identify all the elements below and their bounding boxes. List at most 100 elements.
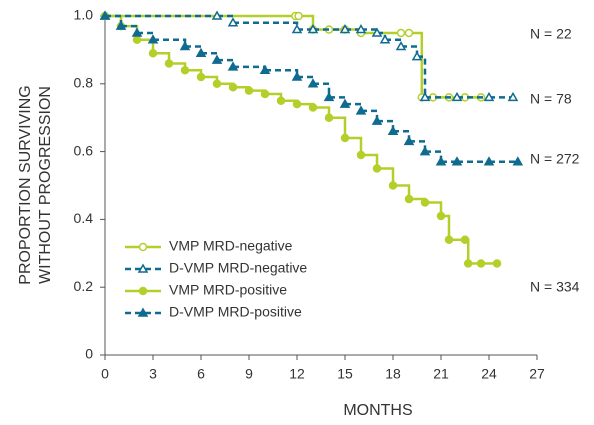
- data-point: [356, 150, 366, 160]
- data-point: [291, 24, 303, 34]
- data-point: [196, 72, 206, 82]
- data-point: [483, 91, 495, 102]
- data-point: [307, 24, 319, 34]
- data-point: [419, 146, 431, 156]
- step-segment: [265, 68, 299, 78]
- data-point: [195, 47, 207, 58]
- x-tick-label: 9: [245, 366, 253, 382]
- data-point: [451, 156, 463, 166]
- data-point: [379, 34, 391, 44]
- data-point: [387, 125, 399, 136]
- data-point: [324, 113, 334, 122]
- data-point: [403, 135, 415, 146]
- step-segment: [425, 201, 443, 217]
- x-tick-label: 12: [289, 366, 305, 382]
- data-point: [180, 65, 190, 75]
- legend-marker: [137, 263, 149, 273]
- data-point: [211, 54, 223, 64]
- y-tick-label: 0.6: [74, 142, 94, 158]
- x-tick-label: 0: [101, 366, 109, 382]
- series: [100, 11, 486, 102]
- data-point: [371, 27, 383, 37]
- data-point: [227, 17, 239, 27]
- y-axis-label-line: WITHOUT PROGRESSION: [37, 86, 54, 284]
- x-tick-label: 3: [149, 366, 157, 382]
- x-tick-label: 24: [481, 366, 497, 382]
- step-segment: [345, 136, 363, 155]
- data-point: [227, 61, 239, 71]
- legend-marker: [138, 242, 148, 252]
- data-point: [483, 156, 495, 166]
- annotation: N = 272: [530, 151, 580, 167]
- data-point: [294, 11, 303, 21]
- data-point: [420, 198, 430, 207]
- step-segment: [153, 38, 187, 47]
- x-tick-label: 21: [433, 366, 449, 382]
- y-tick-label: 0.8: [74, 75, 94, 91]
- x-tick-label: 15: [337, 366, 353, 382]
- data-point: [355, 105, 367, 115]
- data-point: [228, 82, 238, 92]
- step-segment: [361, 153, 379, 169]
- y-tick-label: 1.0: [74, 7, 94, 23]
- data-point: [323, 91, 335, 102]
- data-point: [131, 27, 143, 37]
- data-point: [244, 86, 254, 95]
- y-axis-label: PROPORTION SURVIVING WITHOUT PROGRESSION: [17, 85, 54, 284]
- data-point: [132, 35, 142, 44]
- data-point: [308, 103, 318, 112]
- data-point: [444, 235, 454, 244]
- annotation: N = 78: [530, 91, 572, 107]
- data-point: [460, 235, 470, 244]
- data-point: [419, 91, 431, 102]
- data-point: [211, 10, 223, 20]
- data-point: [355, 24, 367, 34]
- legend-marker: [138, 286, 148, 296]
- data-point: [492, 259, 502, 268]
- step-segment: [233, 21, 299, 30]
- step-segment: [377, 167, 395, 186]
- data-point: [148, 49, 158, 58]
- data-point: [436, 211, 446, 221]
- data-point: [340, 133, 350, 143]
- legend-label: D-VMP MRD-positive: [169, 304, 302, 320]
- legend-label: VMP MRD-negative: [169, 238, 293, 254]
- y-axis-label-line: PROPORTION SURVIVING: [17, 85, 34, 284]
- step-segment: [409, 31, 424, 98]
- step-segment: [393, 184, 411, 200]
- data-point: [291, 71, 303, 81]
- x-axis-label: MONTHS: [343, 402, 412, 419]
- annotation: N = 22: [530, 26, 572, 42]
- series: [99, 10, 524, 166]
- data-point: [388, 181, 398, 190]
- legend-label: D-VMP MRD-negative: [169, 260, 307, 276]
- data-point: [372, 164, 382, 173]
- data-point: [212, 79, 222, 89]
- data-point: [339, 98, 351, 108]
- data-point: [339, 24, 351, 34]
- data-point: [99, 10, 111, 20]
- data-point: [463, 259, 473, 268]
- data-point: [404, 28, 414, 38]
- data-point: [276, 96, 286, 105]
- data-point: [292, 99, 302, 109]
- data-point: [260, 89, 270, 99]
- x-tick-label: 27: [529, 366, 545, 382]
- data-point: [147, 34, 159, 44]
- data-point: [371, 115, 383, 125]
- data-point: [404, 194, 414, 204]
- legend-label: VMP MRD-positive: [169, 282, 287, 298]
- y-tick-label: 0.2: [74, 278, 94, 294]
- y-tick-label: 0: [85, 346, 93, 362]
- data-point: [507, 91, 519, 102]
- series: [100, 11, 502, 268]
- data-point: [179, 40, 191, 51]
- y-tick-label: 0.4: [74, 210, 94, 226]
- data-point: [307, 78, 319, 88]
- data-point: [164, 59, 174, 68]
- data-point: [512, 156, 524, 166]
- data-point: [259, 64, 271, 74]
- x-tick-label: 18: [385, 366, 401, 382]
- data-point: [451, 91, 463, 102]
